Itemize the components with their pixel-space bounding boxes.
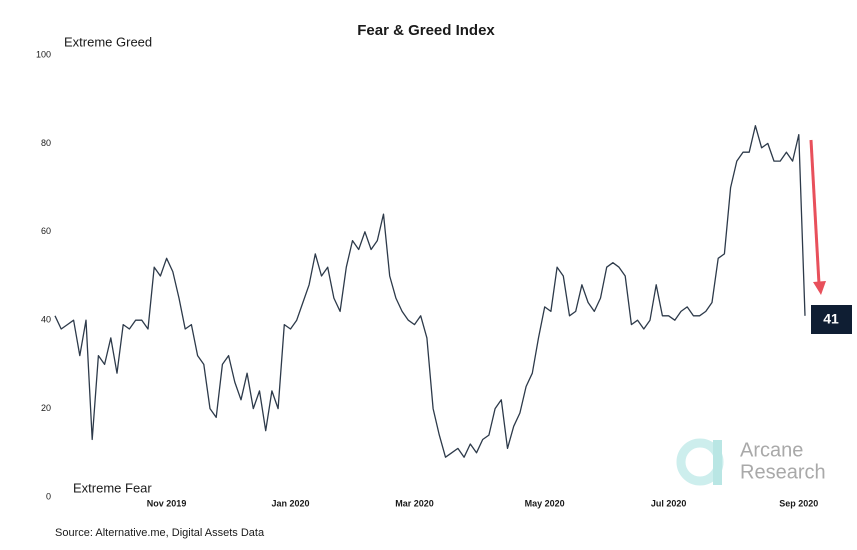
annotation: 41 [823, 311, 839, 327]
y-tick-label: 20 [41, 403, 51, 413]
arrow-head [813, 281, 826, 295]
watermark-logo [676, 438, 724, 486]
data-line [54, 125, 806, 458]
y-tick-label: 60 [41, 226, 51, 236]
x-tick-label: Mar 2020 [395, 498, 434, 508]
x-tick-label: Jul 2020 [651, 498, 687, 508]
x-tick-label: Jan 2020 [272, 498, 310, 508]
annotation-box [811, 305, 852, 334]
watermark: Arcane [740, 439, 803, 461]
x-tick-label: Nov 2019 [147, 498, 187, 508]
y-tick-label: 40 [41, 315, 51, 325]
x-tick-label: Sep 2020 [779, 498, 818, 508]
source: Source: Alternative.me, Digital Assets D… [55, 527, 265, 539]
y-tick-label: 80 [41, 138, 51, 148]
chart-title: Fear & Greed Index [357, 22, 495, 39]
arrow-shaft [809, 139, 821, 285]
watermark: Research [740, 461, 826, 483]
bottom-label: Extreme Fear [73, 480, 152, 495]
logo-bar [713, 440, 722, 485]
top-label: Extreme Greed [64, 34, 152, 49]
y-tick-label: 100 [36, 49, 51, 59]
y-tick-label: 0 [46, 491, 51, 501]
x-tick-label: May 2020 [525, 498, 565, 508]
